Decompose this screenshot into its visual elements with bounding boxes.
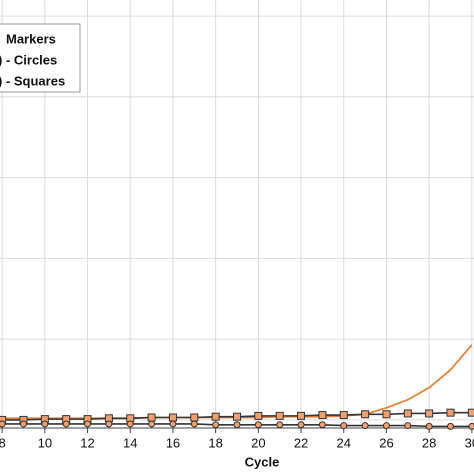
circle-marker <box>126 420 134 428</box>
square-marker <box>339 411 348 420</box>
x-tick-label: 24 <box>337 435 351 450</box>
x-tick-label: 12 <box>80 435 94 450</box>
x-axis-label: Cycle <box>245 454 280 469</box>
circle-marker <box>468 422 474 430</box>
circle-marker <box>340 422 348 430</box>
circle-marker <box>382 422 390 430</box>
legend-entry: ) - Squares <box>0 73 65 88</box>
circle-marker <box>297 421 305 429</box>
x-tick-label: 10 <box>38 435 52 450</box>
circle-marker <box>447 422 455 430</box>
square-marker <box>233 412 241 421</box>
circle-marker <box>190 420 198 428</box>
square-marker <box>297 411 306 420</box>
square-marker <box>168 413 177 422</box>
square-marker <box>361 410 370 419</box>
square-marker <box>275 411 284 420</box>
square-marker <box>211 412 220 421</box>
square-marker <box>403 409 412 418</box>
x-tick-label: 14 <box>123 435 137 450</box>
x-tick-label: 20 <box>251 435 265 450</box>
square-marker <box>425 409 434 418</box>
square-marker <box>254 411 263 420</box>
circle-marker <box>318 421 326 429</box>
circle-marker <box>169 420 177 428</box>
legend-box <box>0 23 81 93</box>
square-marker <box>446 408 455 417</box>
square-marker <box>147 413 156 422</box>
circle-marker <box>84 420 92 428</box>
circle-marker <box>254 421 262 429</box>
square-marker <box>382 410 391 419</box>
circle-marker <box>62 420 70 428</box>
circle-marker <box>404 422 412 430</box>
circle-marker <box>361 422 369 430</box>
x-tick-label: 30 <box>465 435 474 450</box>
x-tick-label: 28 <box>422 435 436 450</box>
legend: Markers ) - Circles ) - Squares <box>0 23 81 93</box>
square-marker <box>190 413 199 422</box>
circle-marker <box>19 420 27 428</box>
square-marker <box>318 411 327 420</box>
circle-marker <box>41 420 49 428</box>
circle-marker <box>276 421 284 429</box>
legend-entry: ) - Circles <box>0 52 57 67</box>
legend-title: Markers <box>6 31 56 46</box>
x-tick-label: 8 <box>0 435 6 450</box>
circle-marker <box>0 420 6 428</box>
square-marker <box>467 408 474 417</box>
series-line <box>2 344 473 420</box>
circle-marker <box>148 420 156 428</box>
x-tick-label: 16 <box>166 435 180 450</box>
circle-marker <box>425 422 433 430</box>
x-tick-label: 26 <box>379 435 393 450</box>
circle-marker <box>233 421 241 429</box>
x-tick-label: 18 <box>208 435 222 450</box>
x-tick-label: 22 <box>294 435 308 450</box>
circle-marker <box>212 421 220 429</box>
circle-marker <box>105 420 113 428</box>
